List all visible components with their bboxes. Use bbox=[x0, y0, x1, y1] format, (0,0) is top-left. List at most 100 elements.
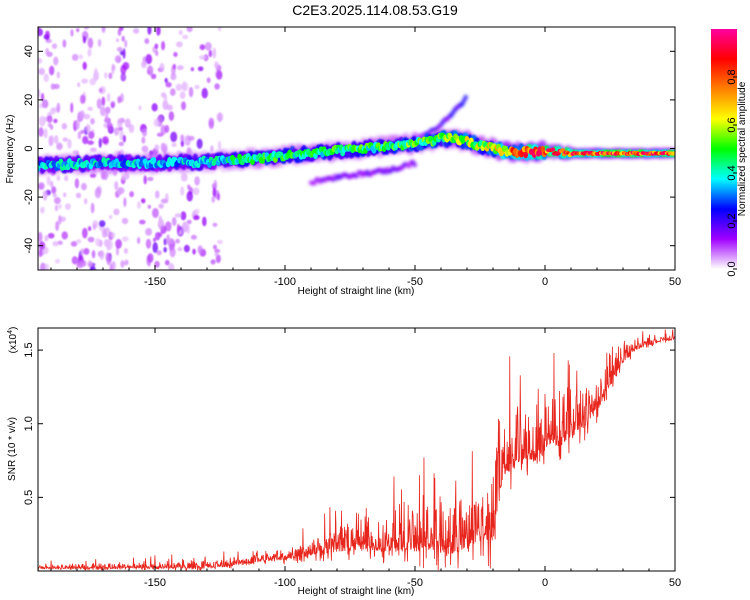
noise-blob bbox=[113, 127, 120, 136]
noise-blob bbox=[122, 61, 130, 70]
noise-blob bbox=[87, 140, 95, 145]
noise-blob bbox=[43, 128, 48, 139]
figure-title: C2E3.2025.114.08.53.G19 bbox=[292, 2, 458, 18]
noise-blob bbox=[172, 63, 176, 70]
spectrogram-noise-region bbox=[38, 27, 224, 270]
noise-blob bbox=[67, 138, 72, 149]
noise-blob bbox=[77, 82, 81, 88]
x-tick-label: 0 bbox=[542, 577, 548, 589]
noise-blob bbox=[42, 190, 48, 201]
noise-blob bbox=[56, 175, 61, 182]
noise-blob bbox=[62, 39, 67, 48]
noise-blob bbox=[171, 142, 177, 147]
colorbar-label: Normalized spectral amplitude bbox=[737, 81, 748, 216]
noise-blob bbox=[193, 215, 200, 221]
noise-blob bbox=[164, 259, 170, 266]
noise-blob bbox=[197, 66, 204, 72]
noise-blob bbox=[88, 37, 94, 49]
noise-blob bbox=[190, 67, 195, 72]
noise-blob bbox=[193, 208, 200, 214]
y-tick-label: 0 bbox=[23, 145, 35, 151]
noise-blob bbox=[158, 217, 164, 226]
y-tick-label: 1.0 bbox=[23, 416, 35, 431]
y-tick-label: -40 bbox=[23, 238, 35, 254]
noise-blob bbox=[154, 260, 160, 268]
noise-blob bbox=[38, 231, 43, 243]
noise-blob bbox=[161, 40, 166, 51]
noise-blob bbox=[147, 253, 154, 263]
noise-blob bbox=[77, 131, 82, 140]
noise-blob bbox=[57, 240, 63, 245]
noise-blob bbox=[214, 83, 220, 90]
noise-blob bbox=[48, 135, 53, 147]
noise-blob bbox=[192, 248, 196, 255]
noise-blob bbox=[178, 30, 183, 36]
noise-blob bbox=[95, 238, 101, 247]
noise-blob bbox=[90, 118, 95, 125]
noise-blob bbox=[63, 192, 67, 198]
noise-blob bbox=[171, 216, 177, 226]
noise-blob bbox=[89, 78, 97, 86]
noise-blob bbox=[204, 42, 212, 51]
noise-blob bbox=[186, 27, 193, 33]
noise-blob bbox=[145, 227, 152, 236]
noise-blob bbox=[128, 124, 135, 133]
noise-blob bbox=[56, 102, 61, 114]
noise-blob bbox=[56, 71, 61, 79]
noise-blob bbox=[70, 102, 74, 113]
noise-blob bbox=[116, 118, 123, 128]
snr-frame bbox=[37, 327, 676, 572]
noise-blob bbox=[109, 264, 113, 270]
noise-blob bbox=[80, 247, 84, 256]
noise-blob bbox=[87, 48, 92, 57]
noise-blob bbox=[82, 227, 88, 239]
noise-blob bbox=[147, 204, 152, 209]
noise-blob bbox=[101, 27, 106, 34]
noise-blob bbox=[167, 237, 175, 245]
noise-blob bbox=[199, 44, 206, 51]
noise-blob bbox=[120, 74, 126, 80]
noise-blob bbox=[216, 70, 223, 80]
noise-blob bbox=[213, 244, 217, 250]
noise-blob bbox=[87, 226, 92, 232]
noise-blob bbox=[138, 105, 142, 111]
noise-blob bbox=[151, 103, 158, 112]
noise-blob bbox=[158, 203, 164, 209]
noise-blob bbox=[156, 132, 164, 137]
noise-blob bbox=[78, 261, 85, 269]
noise-blob bbox=[122, 48, 126, 59]
noise-blob bbox=[121, 217, 129, 225]
noise-blob bbox=[156, 27, 161, 36]
noise-blob bbox=[118, 126, 123, 132]
noise-blob bbox=[147, 27, 152, 35]
noise-blob bbox=[155, 50, 159, 57]
noise-blob bbox=[214, 248, 221, 253]
noise-blob bbox=[151, 207, 159, 218]
noise-blob bbox=[81, 78, 89, 84]
noise-blob bbox=[168, 246, 174, 251]
noise-blob bbox=[53, 83, 60, 90]
noise-blob bbox=[121, 173, 125, 181]
ridge-layer bbox=[38, 132, 675, 172]
colorbar-tick-label: 0.8 bbox=[726, 69, 738, 84]
noise-blob bbox=[147, 176, 154, 182]
noise-blob bbox=[101, 96, 106, 106]
noise-blob bbox=[176, 41, 183, 48]
noise-blob bbox=[146, 65, 154, 76]
y-tick-label: -20 bbox=[23, 189, 35, 205]
spectrogram-y-axis: -40 -20 0 20 40 bbox=[23, 45, 675, 254]
noise-blob bbox=[153, 118, 160, 127]
noise-blob bbox=[38, 67, 45, 76]
noise-blob bbox=[124, 118, 131, 128]
noise-blob bbox=[180, 134, 185, 142]
x-tick-label: -50 bbox=[407, 577, 423, 589]
spectrogram-y-axis-label: Frequency (Hz) bbox=[5, 115, 16, 184]
noise-blob bbox=[179, 91, 186, 100]
colorbar-tick-label: 0.4 bbox=[726, 165, 738, 180]
noise-blob bbox=[212, 47, 217, 59]
noise-blob bbox=[71, 53, 79, 61]
noise-blob bbox=[152, 237, 157, 242]
noise-blob bbox=[164, 124, 170, 133]
noise-blob bbox=[111, 64, 116, 71]
noise-blob bbox=[38, 115, 46, 127]
